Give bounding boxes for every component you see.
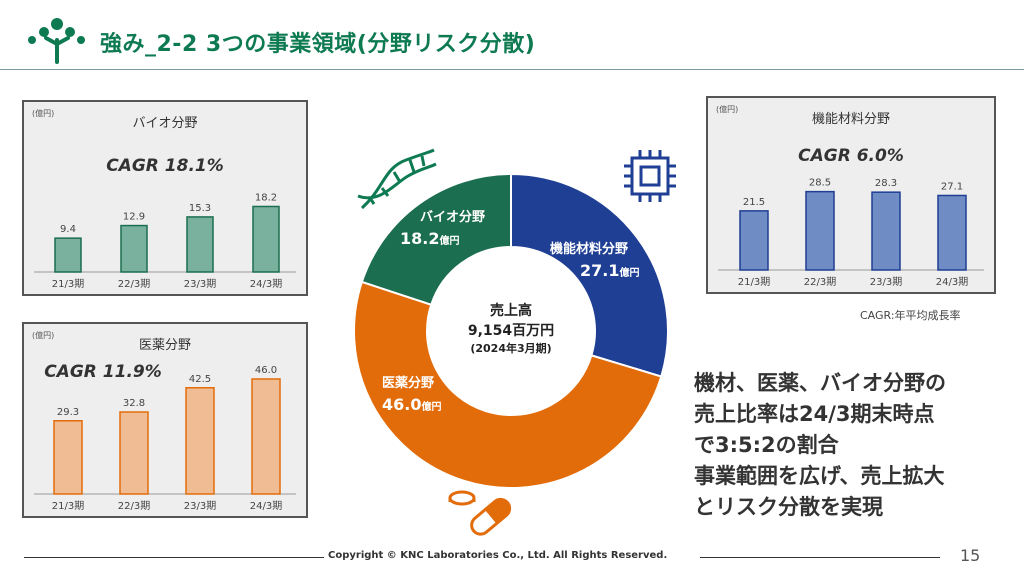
slice-unit: 億円 <box>439 236 460 247</box>
bar-value-label: 18.2 <box>255 192 277 203</box>
slice-value: 46.0 <box>382 395 422 414</box>
page-title: 強み_2-2 3つの事業領域(分野リスク分散) <box>100 32 536 57</box>
x-tick-label: 21/3期 <box>738 276 770 288</box>
bio-sales-chart: (億円) バイオ分野 CAGR 18.1% 9.4 21/3期 12.9 22/3期 1… <box>22 100 308 296</box>
slice-value: 27.1 <box>580 261 620 280</box>
key-message: 機材、医薬、バイオ分野の 売上比率は24/3期末時点 で3:5:2の割合 事業範… <box>694 368 946 523</box>
bar <box>251 378 281 495</box>
dna-icon <box>357 148 437 210</box>
bar-value-label: 15.3 <box>189 203 211 214</box>
x-tick-label: 23/3期 <box>870 276 902 288</box>
donut-slice <box>360 172 512 306</box>
company-logo-icon <box>28 18 85 64</box>
bar-value-label: 28.5 <box>809 178 831 189</box>
bar <box>739 210 769 271</box>
bar-value-label: 12.9 <box>123 212 145 223</box>
sales-composition-donut <box>353 172 669 489</box>
message-line: で3:5:2の割合 <box>694 433 839 457</box>
x-tick-label: 22/3期 <box>118 500 150 512</box>
slice-name: 機能材料分野 <box>550 242 629 257</box>
message-line: 機材、医薬、バイオ分野の <box>694 371 946 395</box>
header-divider <box>0 69 1024 70</box>
x-tick-label: 21/3期 <box>52 500 84 512</box>
donut-center-label: 売上高 9,154百万円 (2024年3月期) <box>430 300 592 356</box>
pharma-bar-chart: 29.3 21/3期 32.8 22/3期 42.5 23/3期 46.0 24/3期 <box>34 365 296 512</box>
unit-label: (億円) <box>32 109 55 118</box>
pill-icon <box>448 490 512 536</box>
footer-divider-left <box>24 557 324 558</box>
bar <box>54 237 82 273</box>
slice-unit: 億円 <box>619 268 640 279</box>
copyright-text: Copyright © KNC Laboratories Co., Ltd. A… <box>328 550 668 561</box>
slice-name: 医薬分野 <box>382 376 435 391</box>
donut-slice <box>510 172 669 378</box>
functional-materials-sales-chart: (億円) 機能材料分野 CAGR 6.0% 21.5 21/3期 28.5 22/3期… <box>706 96 996 294</box>
cagr-note: CAGR:年平均成長率 <box>860 309 961 322</box>
center-label-period: (2024年3月期) <box>470 342 552 355</box>
unit-label: (億円) <box>716 105 739 114</box>
bar <box>119 411 149 495</box>
message-line: 事業範囲を広げ、売上拡大 <box>694 464 945 488</box>
x-tick-label: 23/3期 <box>184 278 216 290</box>
slice-name: バイオ分野 <box>420 210 486 225</box>
chart-title: バイオ分野 <box>132 116 198 131</box>
slice-label-pharma: 医薬分野 46.0億円 <box>382 372 441 414</box>
bar <box>252 205 280 273</box>
bar <box>805 190 835 271</box>
bar-value-label: 21.5 <box>743 197 765 208</box>
bar <box>937 194 967 271</box>
x-tick-label: 24/3期 <box>250 278 282 290</box>
bar <box>120 224 148 273</box>
x-tick-label: 23/3期 <box>184 500 216 512</box>
bio-bar-chart: 9.4 21/3期 12.9 22/3期 15.3 23/3期 18.2 24/3期 <box>34 192 296 290</box>
center-label-amount: 9,154百万円 <box>467 323 555 339</box>
slice-label-functional: 機能材料分野 27.1億円 <box>550 238 639 280</box>
message-line: 売上比率は24/3期末時点 <box>694 402 935 426</box>
slice-label-bio: バイオ分野 18.2億円 <box>400 206 486 248</box>
x-tick-label: 24/3期 <box>936 276 968 288</box>
chart-title: 機能材料分野 <box>811 112 890 127</box>
x-tick-label: 24/3期 <box>250 500 282 512</box>
bar <box>871 191 901 271</box>
bar-value-label: 27.1 <box>941 181 963 192</box>
bar-value-label: 42.5 <box>189 374 211 385</box>
x-tick-label: 22/3期 <box>118 278 150 290</box>
slice-unit: 億円 <box>421 402 442 413</box>
bar-value-label: 28.3 <box>875 178 897 189</box>
cagr-label: CAGR 18.1% <box>106 156 224 176</box>
donut-slice <box>353 280 663 489</box>
message-line: とリスク分散を実現 <box>694 495 883 519</box>
bar <box>185 387 215 495</box>
cagr-label: CAGR 6.0% <box>798 146 904 166</box>
bar-value-label: 29.3 <box>57 407 79 418</box>
footer-divider-right <box>700 557 940 558</box>
center-label-title: 売上高 <box>490 303 532 319</box>
functional-bar-chart: 21.5 21/3期 28.5 22/3期 28.3 23/3期 27.1 24/3期 <box>718 178 984 288</box>
chart-title: 医薬分野 <box>138 338 191 353</box>
bar-value-label: 32.8 <box>123 398 145 409</box>
pharma-sales-chart: (億円) 医薬分野 CAGR 11.9% 29.3 21/3期 32.8 22/3期 4… <box>22 322 308 518</box>
bar-value-label: 9.4 <box>60 224 76 235</box>
microchip-icon <box>624 150 676 202</box>
page-number: 15 <box>960 546 981 565</box>
slide-header: 強み_2-2 3つの事業領域(分野リスク分散) <box>0 0 1024 70</box>
unit-label: (億円) <box>32 331 55 340</box>
x-tick-label: 21/3期 <box>52 278 84 290</box>
x-tick-label: 22/3期 <box>804 276 836 288</box>
bar-value-label: 46.0 <box>255 365 277 376</box>
slice-value: 18.2 <box>400 229 440 248</box>
cagr-label: CAGR 11.9% <box>44 362 162 382</box>
bar <box>53 420 83 495</box>
bar <box>186 216 214 273</box>
